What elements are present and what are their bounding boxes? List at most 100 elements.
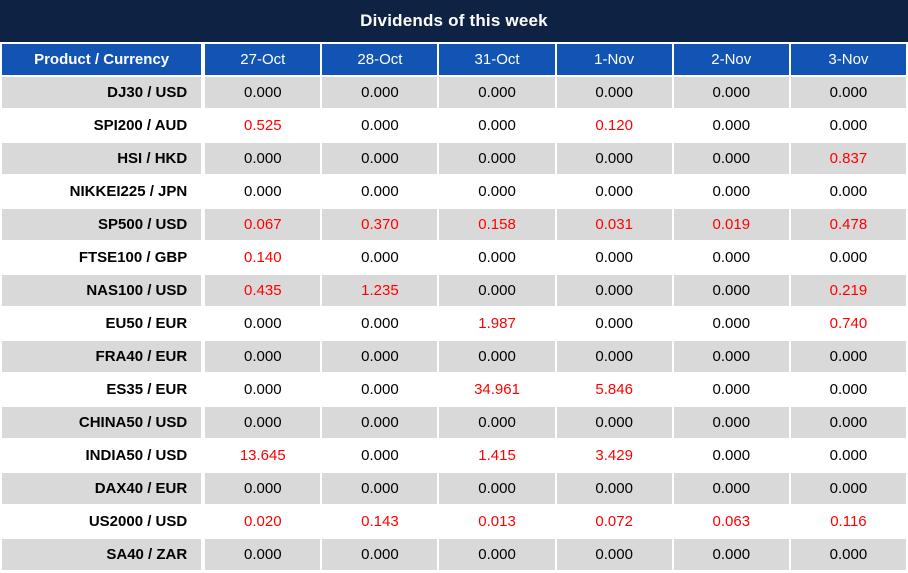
product-cell: NIKKEI225 / JPN xyxy=(2,176,204,207)
value-cell: 0.000 xyxy=(322,242,438,273)
value-cell: 0.000 xyxy=(673,77,789,108)
value-cell: 3.429 xyxy=(556,440,672,471)
value-cell: 0.370 xyxy=(322,209,438,240)
value-cell: 0.000 xyxy=(205,77,321,108)
value-cell: 0.000 xyxy=(556,308,672,339)
header-row: Product / Currency 27-Oct 28-Oct 31-Oct … xyxy=(2,44,906,75)
value-cell: 0.740 xyxy=(790,308,906,339)
widget-title: Dividends of this week xyxy=(0,0,908,42)
value-cell: 0.000 xyxy=(439,110,555,141)
value-cell: 0.000 xyxy=(439,407,555,438)
column-header-product: Product / Currency xyxy=(2,44,204,75)
value-cell: 0.000 xyxy=(673,143,789,174)
column-header-date: 1-Nov xyxy=(556,44,672,75)
value-cell: 0.013 xyxy=(439,506,555,537)
product-cell: CHINA50 / USD xyxy=(2,407,204,438)
value-cell: 0.000 xyxy=(322,110,438,141)
value-cell: 0.116 xyxy=(790,506,906,537)
value-cell: 0.000 xyxy=(439,275,555,306)
value-cell: 0.000 xyxy=(790,77,906,108)
value-cell: 0.000 xyxy=(556,275,672,306)
value-cell: 0.000 xyxy=(673,407,789,438)
value-cell: 1.235 xyxy=(322,275,438,306)
value-cell: 0.478 xyxy=(790,209,906,240)
value-cell: 0.000 xyxy=(673,176,789,207)
value-cell: 0.000 xyxy=(673,539,789,570)
value-cell: 0.143 xyxy=(322,506,438,537)
value-cell: 0.000 xyxy=(439,77,555,108)
product-cell: SA40 / ZAR xyxy=(2,539,204,570)
table-row: INDIA50 / USD 13.645 0.000 1.415 3.429 0… xyxy=(2,440,906,471)
product-cell: US2000 / USD xyxy=(2,506,204,537)
product-cell: DJ30 / USD xyxy=(2,77,204,108)
value-cell: 0.000 xyxy=(205,374,321,405)
value-cell: 0.000 xyxy=(322,407,438,438)
value-cell: 0.158 xyxy=(439,209,555,240)
value-cell: 0.000 xyxy=(790,176,906,207)
product-cell: NAS100 / USD xyxy=(2,275,204,306)
product-cell: EU50 / EUR xyxy=(2,308,204,339)
value-cell: 1.415 xyxy=(439,440,555,471)
value-cell: 0.000 xyxy=(322,143,438,174)
value-cell: 0.000 xyxy=(790,110,906,141)
value-cell: 0.000 xyxy=(322,374,438,405)
value-cell: 0.000 xyxy=(673,473,789,504)
value-cell: 0.000 xyxy=(205,308,321,339)
value-cell: 13.645 xyxy=(205,440,321,471)
table-row: NAS100 / USD 0.435 1.235 0.000 0.000 0.0… xyxy=(2,275,906,306)
table-row: SA40 / ZAR 0.000 0.000 0.000 0.000 0.000… xyxy=(2,539,906,570)
table-row: CHINA50 / USD 0.000 0.000 0.000 0.000 0.… xyxy=(2,407,906,438)
value-cell: 0.000 xyxy=(556,143,672,174)
column-header-date: 27-Oct xyxy=(205,44,321,75)
value-cell: 0.000 xyxy=(439,176,555,207)
value-cell: 0.000 xyxy=(556,539,672,570)
column-header-date: 3-Nov xyxy=(790,44,906,75)
value-cell: 0.000 xyxy=(790,341,906,372)
value-cell: 34.961 xyxy=(439,374,555,405)
value-cell: 0.031 xyxy=(556,209,672,240)
value-cell: 0.120 xyxy=(556,110,672,141)
value-cell: 0.000 xyxy=(556,407,672,438)
value-cell: 0.000 xyxy=(790,440,906,471)
value-cell: 0.000 xyxy=(322,77,438,108)
value-cell: 0.000 xyxy=(205,473,321,504)
value-cell: 0.019 xyxy=(673,209,789,240)
value-cell: 0.000 xyxy=(556,341,672,372)
value-cell: 0.000 xyxy=(790,407,906,438)
value-cell: 0.000 xyxy=(205,176,321,207)
value-cell: 0.000 xyxy=(790,242,906,273)
dividends-table: Product / Currency 27-Oct 28-Oct 31-Oct … xyxy=(0,42,908,572)
value-cell: 0.063 xyxy=(673,506,789,537)
product-cell: SPI200 / AUD xyxy=(2,110,204,141)
value-cell: 0.000 xyxy=(205,539,321,570)
product-cell: FRA40 / EUR xyxy=(2,341,204,372)
value-cell: 0.140 xyxy=(205,242,321,273)
table-row: DJ30 / USD 0.000 0.000 0.000 0.000 0.000… xyxy=(2,77,906,108)
value-cell: 0.000 xyxy=(556,176,672,207)
value-cell: 0.000 xyxy=(205,143,321,174)
value-cell: 1.987 xyxy=(439,308,555,339)
value-cell: 0.219 xyxy=(790,275,906,306)
value-cell: 0.000 xyxy=(556,473,672,504)
column-header-date: 31-Oct xyxy=(439,44,555,75)
table-row: ES35 / EUR 0.000 0.000 34.961 5.846 0.00… xyxy=(2,374,906,405)
value-cell: 0.000 xyxy=(439,473,555,504)
product-cell: HSI / HKD xyxy=(2,143,204,174)
column-header-date: 2-Nov xyxy=(673,44,789,75)
product-cell: FTSE100 / GBP xyxy=(2,242,204,273)
value-cell: 0.525 xyxy=(205,110,321,141)
table-row: DAX40 / EUR 0.000 0.000 0.000 0.000 0.00… xyxy=(2,473,906,504)
value-cell: 0.000 xyxy=(790,539,906,570)
value-cell: 0.000 xyxy=(322,341,438,372)
value-cell: 0.072 xyxy=(556,506,672,537)
value-cell: 0.000 xyxy=(322,473,438,504)
value-cell: 0.000 xyxy=(556,77,672,108)
value-cell: 0.000 xyxy=(439,143,555,174)
product-cell: DAX40 / EUR xyxy=(2,473,204,504)
value-cell: 0.000 xyxy=(205,407,321,438)
table-row: HSI / HKD 0.000 0.000 0.000 0.000 0.000 … xyxy=(2,143,906,174)
value-cell: 0.000 xyxy=(673,275,789,306)
value-cell: 0.000 xyxy=(322,440,438,471)
value-cell: 0.000 xyxy=(673,341,789,372)
value-cell: 0.000 xyxy=(790,473,906,504)
